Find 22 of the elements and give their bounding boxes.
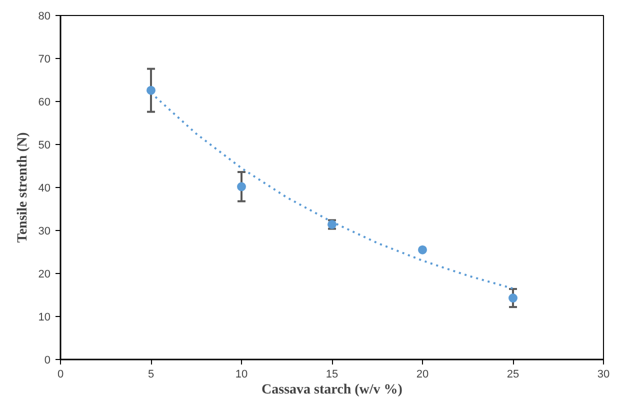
y-tick-label: 80: [38, 10, 51, 22]
y-tick-label: 20: [38, 268, 51, 280]
y-tick-label: 30: [38, 226, 51, 238]
y-tick-label: 70: [38, 54, 51, 66]
y-tick-label: 50: [38, 140, 51, 152]
point: [146, 86, 156, 95]
y-tick-label: 0: [44, 354, 51, 366]
y-tick-label: 40: [38, 182, 51, 194]
point: [418, 245, 427, 254]
x-tick-label: 10: [235, 368, 248, 380]
x-axis-title: Cassava starch (w/v %): [262, 382, 403, 398]
y-tick-label: 60: [38, 96, 51, 108]
y-tick-label: 10: [38, 312, 51, 324]
point: [508, 294, 518, 302]
y-axis-title: Tensile strenth (N): [15, 132, 30, 243]
point: [237, 182, 246, 192]
x-tick-label: 15: [326, 368, 338, 380]
x-tick-label: 0: [57, 368, 64, 380]
x-tick-label: 30: [597, 368, 610, 380]
x-tick-label: 20: [416, 368, 429, 380]
x-tick-label: 25: [506, 368, 520, 380]
x-tick-label: 5: [148, 368, 154, 380]
